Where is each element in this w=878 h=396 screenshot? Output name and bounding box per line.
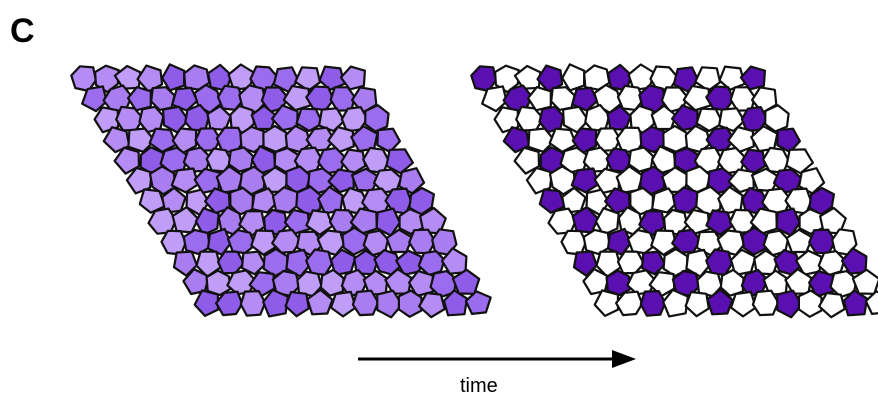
cell [706,288,734,316]
cell [639,125,666,154]
left-tissue-panel [70,63,492,319]
cell [295,107,324,133]
cell [305,209,334,236]
cell [864,290,878,315]
cell [776,289,804,319]
cell [614,290,644,317]
cell [193,289,220,317]
cell [319,268,345,297]
cell [216,250,245,275]
cell [248,271,276,298]
cell [684,290,710,318]
time-label: time [460,375,498,396]
cell [751,289,780,317]
cell [306,288,334,316]
cell [682,84,712,112]
cell [127,127,156,153]
cell [727,125,755,153]
cell [670,104,699,132]
cell [271,104,299,132]
cell [548,165,577,196]
right-tissue-panel [470,63,878,319]
time-arrow-head [612,350,636,368]
cell [739,65,767,91]
cell [582,228,611,255]
cell [527,127,556,153]
cell [817,291,846,319]
cell [719,268,745,297]
cell [215,290,244,317]
cell [729,290,757,318]
cell [170,167,200,194]
cell [318,65,346,91]
cell [851,268,878,295]
cell [560,229,588,256]
cell [605,269,633,297]
cell [464,290,492,315]
cell [513,146,541,175]
cell [764,104,790,133]
cell [741,226,768,256]
cell [127,85,152,112]
cell [172,250,198,277]
panel-letter: C [10,12,35,50]
cell [329,290,357,318]
cell [538,188,566,214]
cell [250,229,278,256]
cell [570,167,600,194]
cell [797,289,823,318]
cell [294,66,322,92]
cell [351,289,380,317]
cell [182,228,211,255]
cell [240,250,267,276]
cell [481,85,508,113]
cell [113,146,141,175]
cell [440,247,468,275]
cell [93,64,120,94]
cell [648,271,676,298]
cell [284,290,310,318]
cell [840,247,868,275]
cell [205,269,233,297]
cell [397,289,423,318]
cell [502,126,531,154]
cell [148,165,177,196]
cell [138,188,166,214]
cell [526,85,552,112]
cell [408,228,437,255]
cell [650,229,678,256]
cell [160,229,187,256]
cell [616,250,645,275]
cell [327,125,355,153]
cell [418,291,446,319]
cell [80,85,108,113]
cell [705,209,734,236]
cell [683,208,711,235]
cell [808,228,837,255]
cell [640,250,667,276]
cell [694,66,722,92]
cell [239,290,267,317]
cell [102,126,131,154]
cell [718,65,746,91]
cell [239,125,266,154]
cell [729,86,756,112]
cell [283,208,311,235]
cell [572,250,598,277]
cell [376,289,404,319]
cell [339,65,366,91]
cell [593,289,620,317]
cell [329,86,356,112]
cell [251,187,279,214]
cell [282,84,312,112]
cell [341,226,368,256]
time-arrow [358,350,636,368]
cell [494,64,520,94]
cell [650,187,680,214]
cell [695,107,724,133]
cell [364,104,390,133]
cell [639,290,667,317]
cell [451,268,481,295]
